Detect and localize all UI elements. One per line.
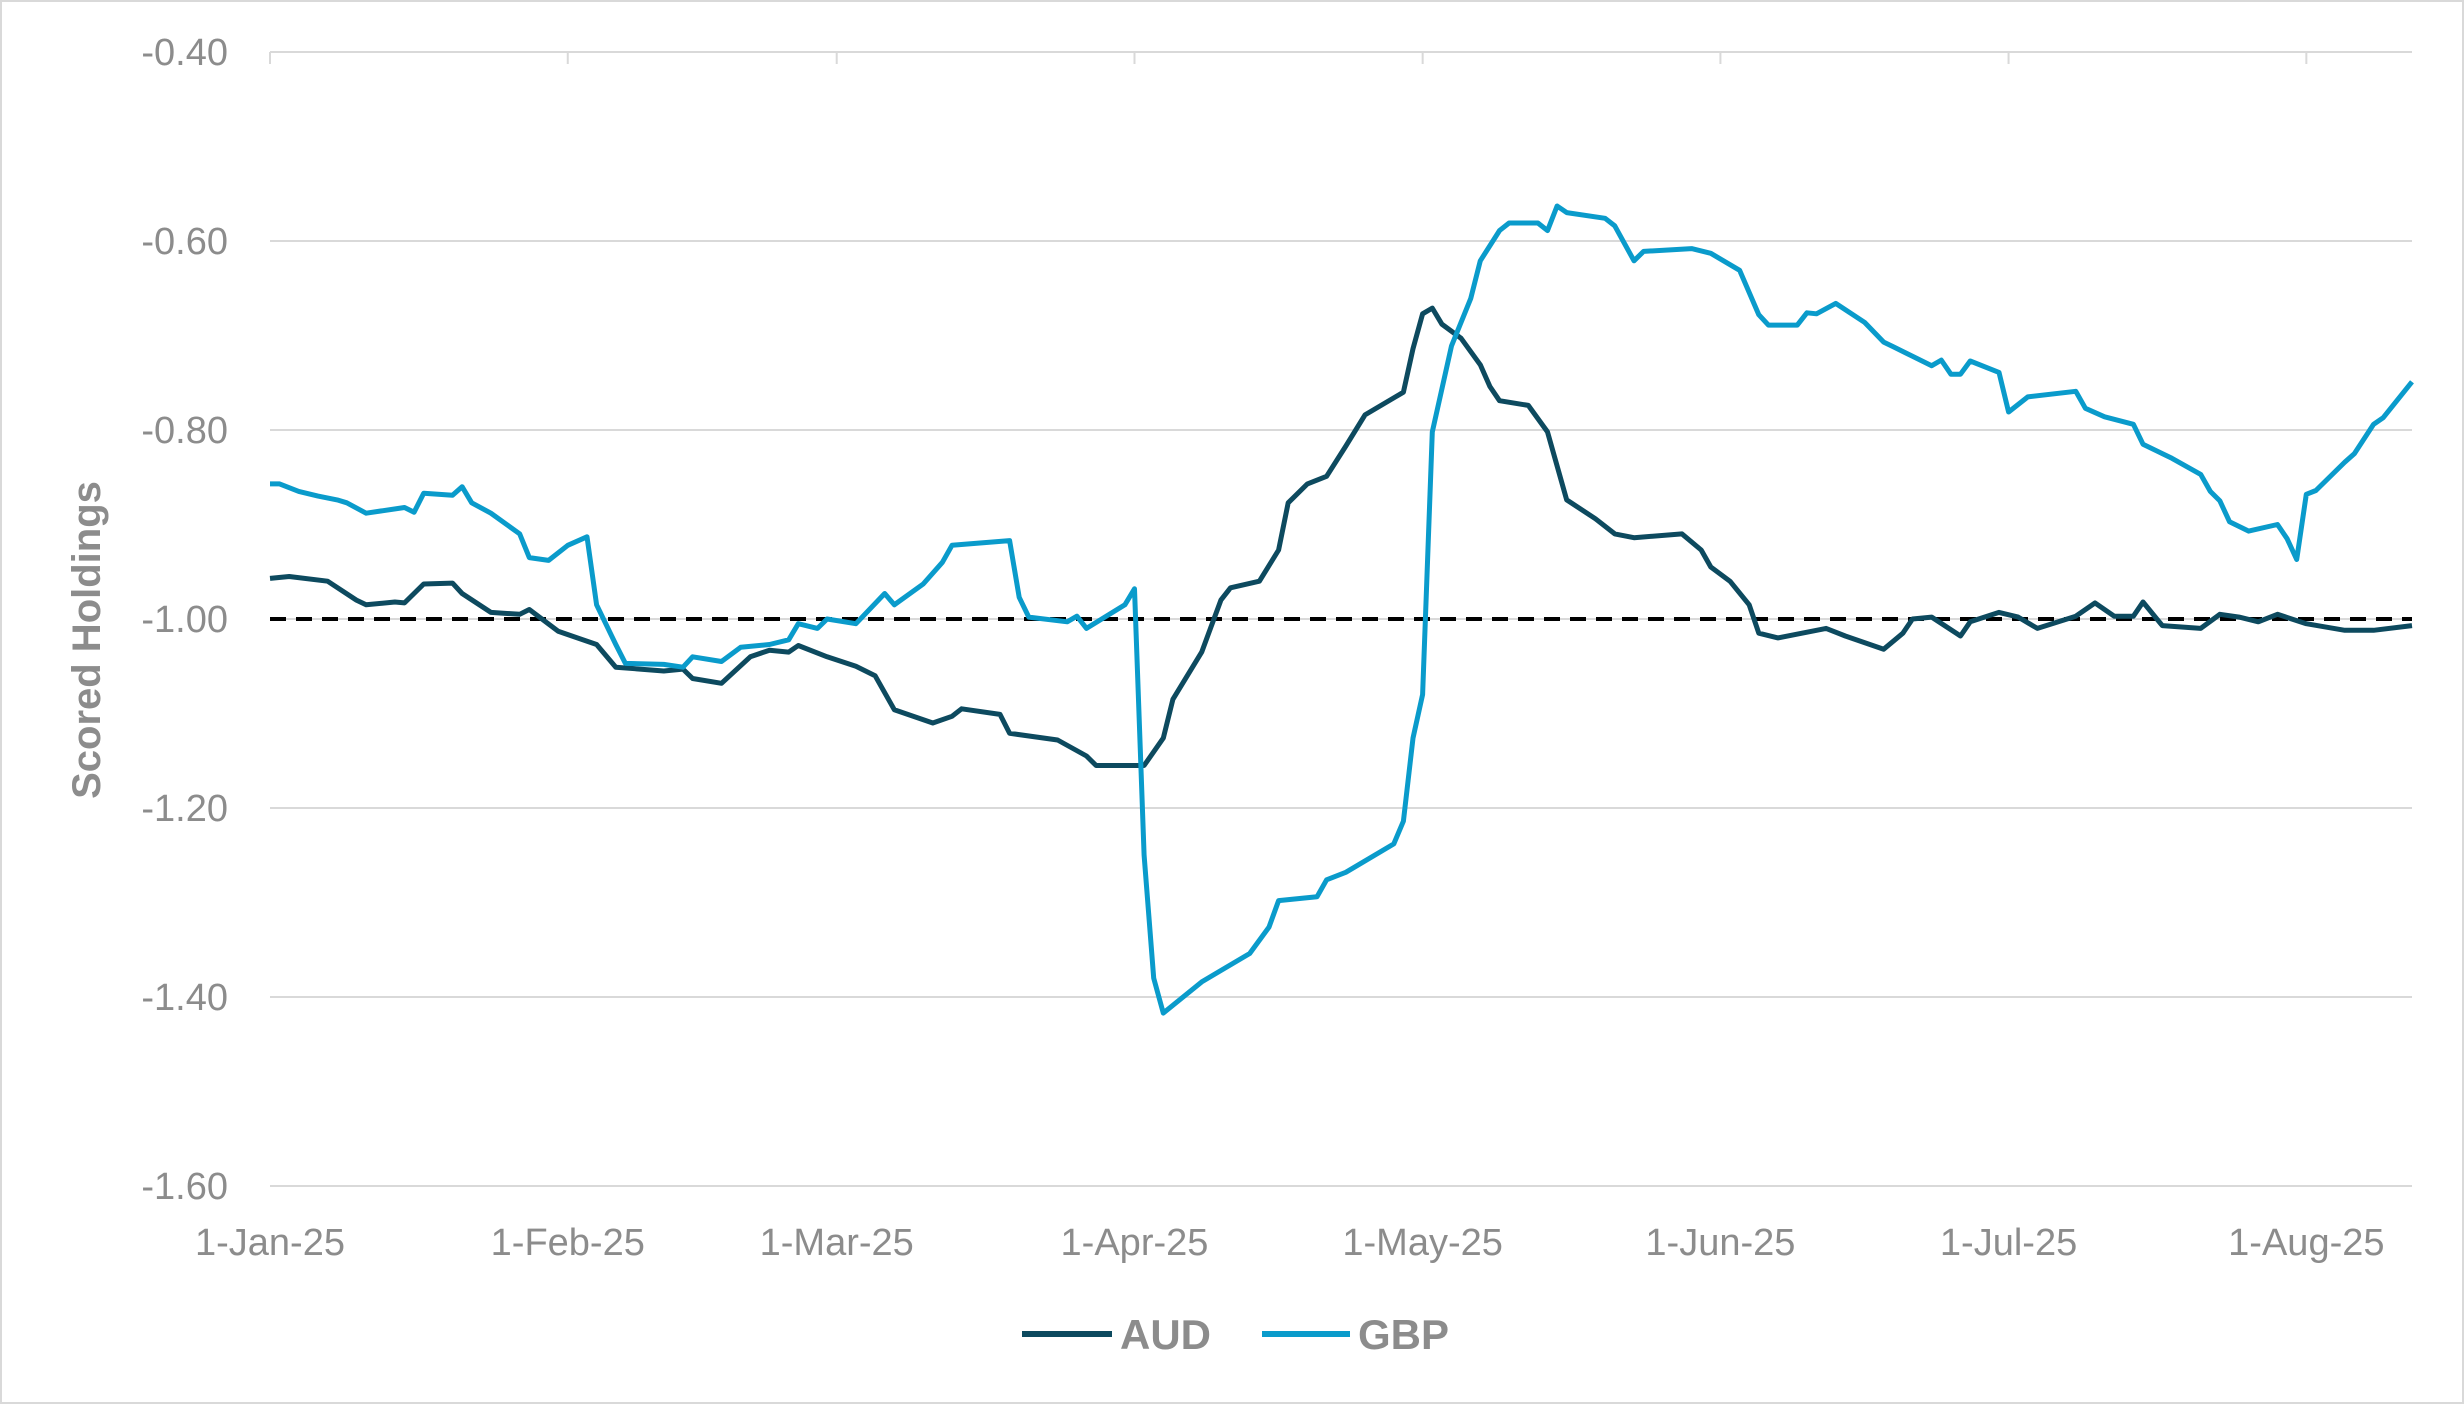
- x-tick-label: 1-Jul-25: [1940, 1222, 2077, 1264]
- x-tick-label: 1-Apr-25: [1061, 1222, 1209, 1264]
- legend-label-aud: AUD: [1120, 1311, 1211, 1358]
- y-tick-label: -1.20: [141, 788, 228, 830]
- gridlines: [270, 51, 2412, 1187]
- y-tick-label: -0.40: [141, 32, 228, 74]
- y-tick-label: -1.00: [141, 599, 228, 641]
- x-axis-tick-labels: 1-Jan-25 1-Feb-25 1-Mar-25 1-Apr-25 1-May-25…: [195, 1222, 2384, 1264]
- x-tick-label: 1-Jan-25: [195, 1222, 345, 1264]
- y-tick-label: -0.60: [141, 221, 228, 263]
- x-tick-label: 1-Aug-25: [2228, 1222, 2384, 1264]
- legend: AUD GBP: [1022, 1311, 1449, 1358]
- y-tick-label: -1.40: [141, 977, 228, 1019]
- y-tick-label: -1.60: [141, 1166, 228, 1208]
- series-line-gbp: [270, 203, 2414, 1016]
- series-line-aud: [269, 305, 2413, 768]
- x-axis-ticks: [269, 52, 2308, 64]
- series-lines: [269, 203, 2414, 1016]
- x-tick-label: 1-Mar-25: [760, 1222, 914, 1264]
- x-tick-label: 1-Feb-25: [491, 1222, 645, 1264]
- x-tick-label: 1-May-25: [1342, 1222, 1503, 1264]
- y-axis-tick-labels: -0.40 -0.60 -0.80 -1.00 -1.20 -1.40 -1.60: [141, 32, 228, 1208]
- x-tick-label: 1-Jun-25: [1645, 1222, 1795, 1264]
- legend-label-gbp: GBP: [1358, 1311, 1449, 1358]
- y-tick-label: -0.80: [141, 410, 228, 452]
- y-axis-title: Scored Holdings: [65, 481, 109, 799]
